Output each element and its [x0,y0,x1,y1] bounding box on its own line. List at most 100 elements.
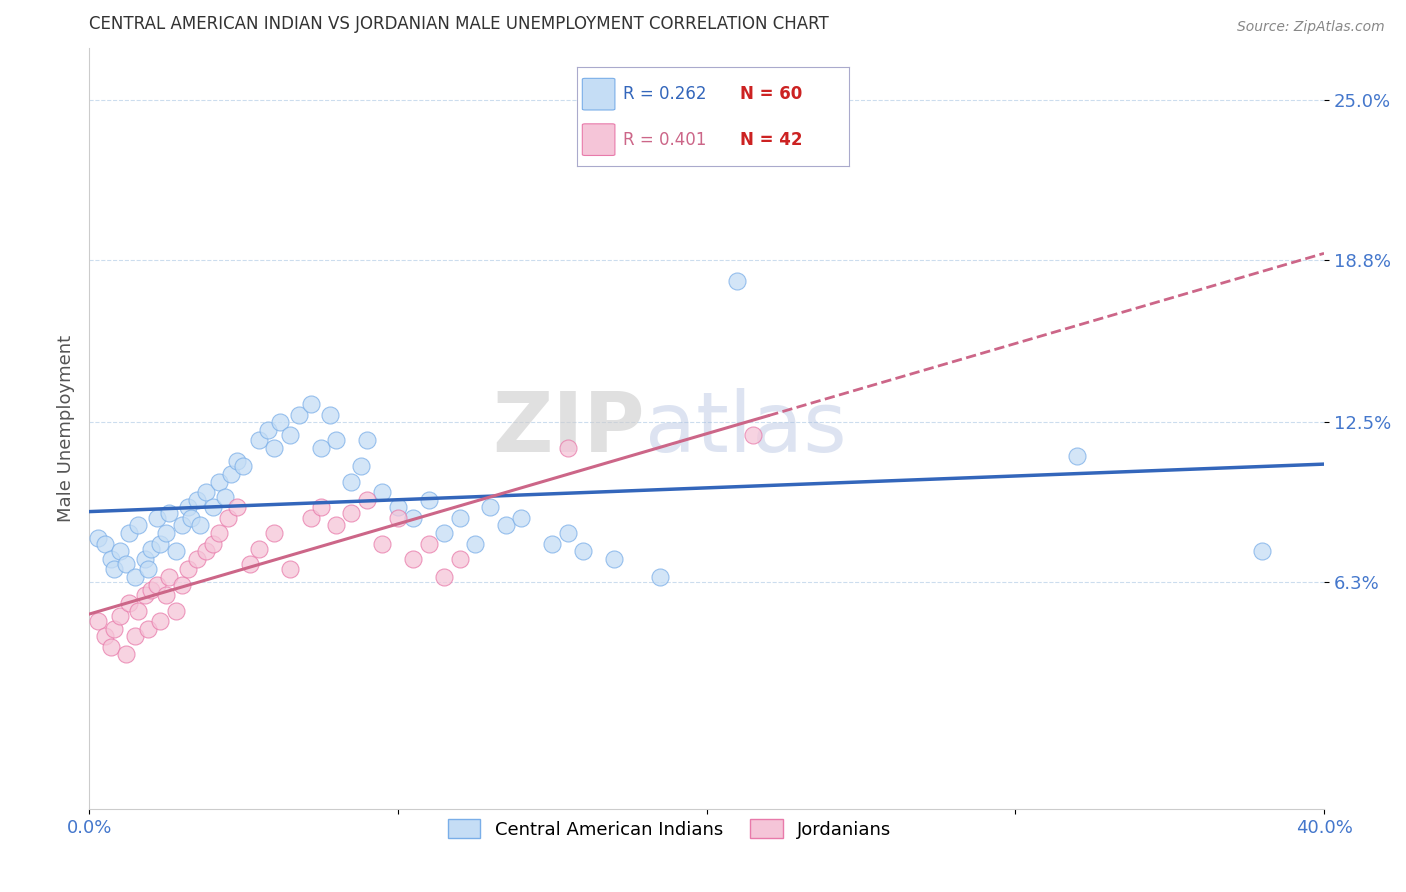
Point [278,428,301,442]
Point [136,622,159,636]
Y-axis label: Male Unemployment: Male Unemployment [58,335,75,523]
Point [464,536,486,550]
Point [118,526,141,541]
Point [219,467,242,481]
Point [263,441,285,455]
Point [340,506,363,520]
Point [93,629,115,643]
Point [165,544,187,558]
Point [165,604,187,618]
Text: ZIP: ZIP [492,388,645,469]
Point [479,500,502,515]
Point [146,510,169,524]
Point [226,454,249,468]
Point [127,518,149,533]
Point [356,492,378,507]
Point [433,526,456,541]
Text: atlas: atlas [645,388,846,469]
Point [157,570,180,584]
Point [387,500,409,515]
Point [136,562,159,576]
Point [226,500,249,515]
Point [541,536,564,550]
Point [134,588,156,602]
Point [118,596,141,610]
Legend: Central American Indians, Jordanians: Central American Indians, Jordanians [440,812,898,846]
Point [418,492,440,507]
Point [201,536,224,550]
Point [232,459,254,474]
Point [87,532,110,546]
Point [170,578,193,592]
Point [325,518,347,533]
Point [325,434,347,448]
Point [650,570,672,584]
Point [177,500,200,515]
Point [124,570,146,584]
Point [387,510,409,524]
Point [180,510,202,524]
Point [139,541,162,556]
Point [247,434,270,448]
Point [288,408,311,422]
Point [433,570,456,584]
Point [603,552,626,566]
Point [402,510,425,524]
Point [1251,544,1274,558]
Point [139,582,162,597]
Point [195,544,218,558]
Point [299,510,322,524]
Point [371,536,394,550]
Point [115,557,138,571]
Point [278,562,301,576]
Point [356,434,378,448]
Point [170,518,193,533]
Point [319,408,342,422]
Point [100,640,122,654]
Point [124,629,146,643]
Point [149,536,172,550]
Point [495,518,517,533]
Point [201,500,224,515]
Point [449,510,471,524]
Point [371,485,394,500]
Point [309,441,332,455]
Point [134,552,156,566]
Point [93,536,115,550]
Point [269,415,291,429]
Point [127,604,149,618]
Point [299,397,322,411]
Point [87,614,110,628]
Point [247,541,270,556]
Text: Source: ZipAtlas.com: Source: ZipAtlas.com [1237,20,1385,34]
Point [103,562,125,576]
Point [741,428,763,442]
Point [350,459,373,474]
Point [449,552,471,566]
Point [177,562,200,576]
Point [146,578,169,592]
Point [257,423,280,437]
Point [155,588,177,602]
Point [155,526,177,541]
Text: CENTRAL AMERICAN INDIAN VS JORDANIAN MALE UNEMPLOYMENT CORRELATION CHART: CENTRAL AMERICAN INDIAN VS JORDANIAN MAL… [89,15,828,33]
Point [217,510,239,524]
Point [157,506,180,520]
Point [149,614,172,628]
Point [418,536,440,550]
Point [309,500,332,515]
Point [100,552,122,566]
Point [188,518,211,533]
Point [263,526,285,541]
Point [108,608,131,623]
Point [186,492,208,507]
Point [557,526,579,541]
Point [195,485,218,500]
Point [1066,449,1088,463]
Point [725,273,748,287]
Point [572,544,595,558]
Point [214,490,236,504]
Point [340,475,363,489]
Point [108,544,131,558]
Point [186,552,208,566]
